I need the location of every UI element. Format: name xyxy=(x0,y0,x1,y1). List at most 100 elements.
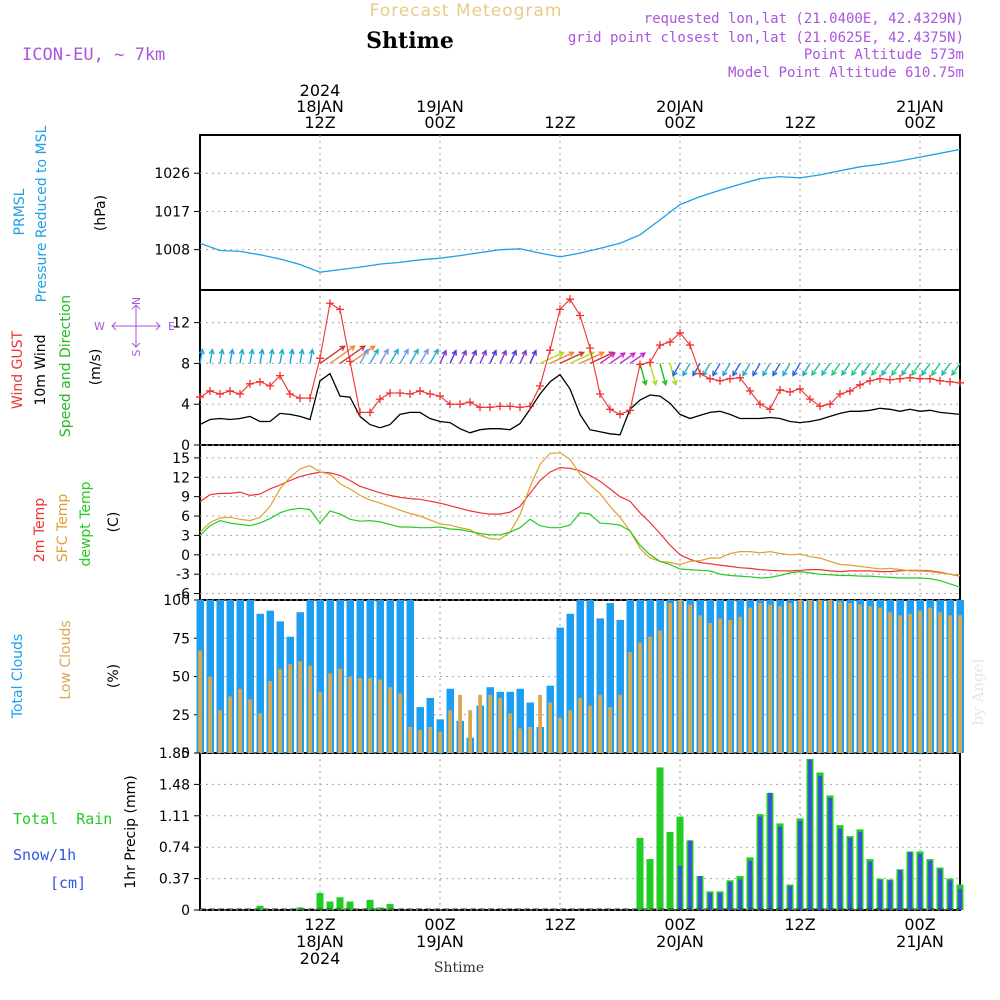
y-tick-label: 8 xyxy=(181,356,190,372)
wind-gust-marker xyxy=(536,381,544,390)
low-clouds-bar xyxy=(728,619,732,753)
compass-e: E xyxy=(168,320,175,333)
low-clouds-bar xyxy=(748,607,752,753)
wind-direction-arrowhead xyxy=(931,369,937,377)
low-clouds-bar xyxy=(638,642,642,753)
wind-direction-arrowhead xyxy=(811,369,817,377)
wind-direction-arrowhead xyxy=(911,369,917,377)
wind-gust-marker xyxy=(766,405,774,414)
y-tick-label: 1.11 xyxy=(159,809,190,825)
wind-direction-arrow xyxy=(762,363,771,376)
y-tick-label: 100 xyxy=(163,593,190,609)
wind-direction-arrowhead xyxy=(228,348,235,355)
total-clouds-bar xyxy=(606,603,614,753)
wind-direction-arrowhead xyxy=(461,349,467,356)
wind-direction-arrowhead xyxy=(258,348,265,355)
wind-direction-arrow xyxy=(609,352,626,364)
wind-direction-arrow xyxy=(772,363,781,376)
top-time-label: 2024 xyxy=(300,81,341,100)
wind-direction-arrow xyxy=(269,349,274,364)
wind-direction-arrow xyxy=(199,349,204,364)
low-clouds-bar xyxy=(488,694,492,753)
wind-direction-arrow xyxy=(752,363,761,376)
rain-bar xyxy=(326,901,334,910)
wind-gust-marker xyxy=(456,400,464,409)
temp-ylabel-2m: 2m Temp xyxy=(32,498,48,562)
snow-bar xyxy=(868,861,872,910)
wind-gust-marker xyxy=(476,403,484,412)
low-clouds-bar xyxy=(778,606,782,753)
total-clouds-bar xyxy=(316,600,324,753)
low-clouds-bar xyxy=(558,717,562,753)
wind-ylabel-unit: (m/s) xyxy=(88,349,104,386)
low-clouds-bar xyxy=(548,702,552,753)
wind-direction-arrow xyxy=(369,349,379,364)
y-tick-label: 4 xyxy=(181,397,190,413)
y-tick-label: -6 xyxy=(176,587,190,603)
wind-direction-arrowhead xyxy=(742,370,748,377)
temp-ylabel-sfc: SFC Temp xyxy=(55,494,71,563)
wind-direction-arrow xyxy=(732,363,741,376)
wind-gust-marker xyxy=(526,402,534,411)
y-tick-label: 9 xyxy=(181,490,190,506)
wind-direction-arrowhead xyxy=(722,370,728,377)
point-altitude: Point Altitude 573m xyxy=(804,47,964,63)
compass-n: N xyxy=(130,297,143,305)
wind-gust-marker xyxy=(576,311,584,320)
wind-direction-arrow xyxy=(911,363,921,376)
snow-bar xyxy=(698,876,702,910)
low-clouds-bar xyxy=(668,603,672,753)
wind-gust-marker xyxy=(666,338,674,347)
wind-direction-arrow xyxy=(649,363,657,385)
low-clouds-bar xyxy=(738,616,742,753)
wind-direction-arrow xyxy=(871,363,881,376)
wind-direction-arrow xyxy=(901,363,911,376)
low-clouds-bar xyxy=(578,697,582,753)
temp-ylabel-unit: (C) xyxy=(106,512,122,533)
wind-direction-arrow xyxy=(589,351,614,365)
snow-bar xyxy=(828,797,832,910)
low-clouds-bar xyxy=(218,710,222,753)
wind-gust-marker xyxy=(946,377,954,386)
wind-direction-arrowhead xyxy=(531,349,537,356)
y-tick-label: 1026 xyxy=(154,166,190,182)
wind-direction-arrowhead xyxy=(403,348,409,355)
y-tick-label: 0.74 xyxy=(159,840,190,856)
wind-direction-arrowhead xyxy=(861,369,867,377)
low-clouds-bar xyxy=(658,630,662,753)
wind-direction-arrow xyxy=(682,363,691,376)
wind-direction-arrow xyxy=(951,363,961,376)
wind-direction-arrowhead xyxy=(423,348,429,355)
total-clouds-bar xyxy=(556,627,564,753)
top-time-label: 20JAN xyxy=(656,97,704,116)
bottom-time-label: 00Z xyxy=(664,915,695,934)
wind-gust-marker xyxy=(206,386,214,395)
wind-gust-marker xyxy=(656,341,664,350)
wind-direction-arrowhead xyxy=(511,349,517,356)
wind-direction-arrow xyxy=(399,349,409,364)
wind-direction-arrowhead xyxy=(672,370,678,377)
low-clouds-bar xyxy=(368,678,372,753)
y-tick-label: 0 xyxy=(181,438,190,454)
total-clouds-bar xyxy=(616,619,624,753)
wind-direction-arrow xyxy=(209,349,214,364)
low-clouds-bar xyxy=(818,600,822,753)
snow-bar xyxy=(888,880,892,910)
wind-gust-marker xyxy=(466,398,474,407)
wind-direction-arrowhead xyxy=(881,369,887,377)
precip-label-snow: Snow/1h xyxy=(13,846,76,864)
rain-bar xyxy=(676,816,684,910)
wind-direction-arrow xyxy=(309,349,314,364)
total-clouds-bar xyxy=(366,600,374,753)
wind-direction-arrowhead xyxy=(198,348,205,355)
low-clouds-bar xyxy=(938,612,942,753)
bottom-time-label: 12Z xyxy=(784,915,815,934)
wind-gust-marker xyxy=(736,373,744,382)
y-tick-label: 12 xyxy=(172,470,190,486)
y-tick-label: 25 xyxy=(172,708,190,724)
precip-label-cm: [cm] xyxy=(50,874,86,892)
wind-direction-arrowhead xyxy=(373,348,379,355)
wind-direction-arrowhead xyxy=(363,348,369,355)
total-clouds-bar xyxy=(256,613,264,753)
wind-speed-line xyxy=(199,372,961,436)
